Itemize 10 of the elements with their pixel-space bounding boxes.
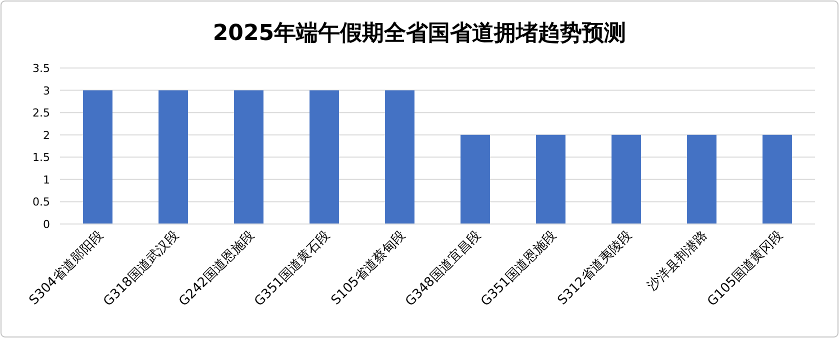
title: 2025年端午假期全省国省道拥堵趋势预测 xyxy=(212,21,626,46)
ytick: 3.5 xyxy=(32,62,50,75)
ytick: 2 xyxy=(43,128,50,142)
ytick: 1 xyxy=(43,173,50,186)
ytick: 2.5 xyxy=(32,106,50,120)
ytick: 0.5 xyxy=(32,196,50,209)
xtick: 沙洋县荆潜路 xyxy=(644,228,711,294)
ytick: 1.5 xyxy=(32,151,50,164)
ytick: 3 xyxy=(43,84,50,98)
ytick: 0 xyxy=(43,218,50,231)
